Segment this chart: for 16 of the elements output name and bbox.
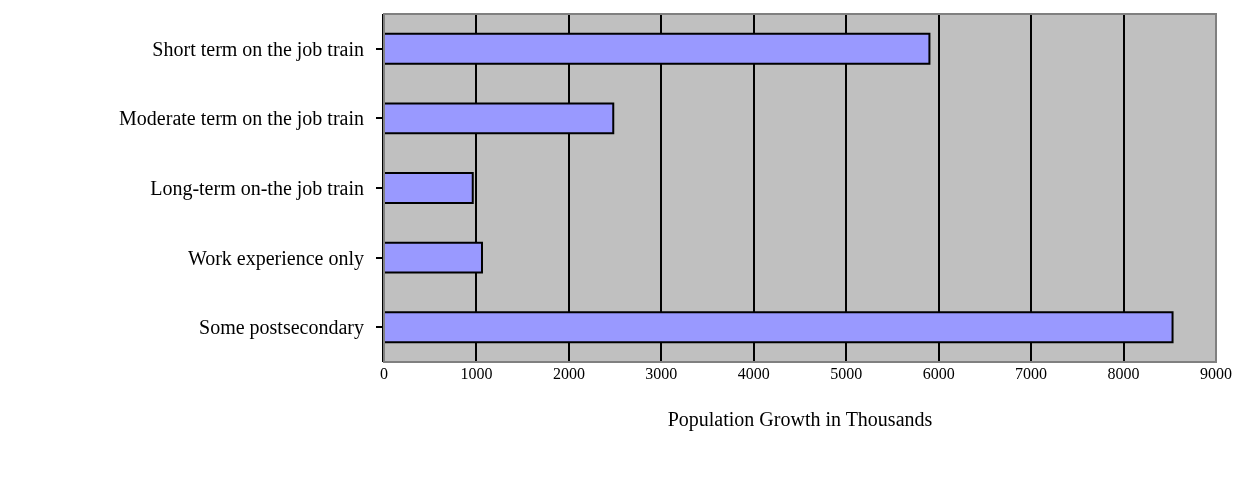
- x-axis-title: Population Growth in Thousands: [667, 407, 933, 431]
- x-tick-label: 1000: [460, 365, 493, 382]
- y-tick-label: Moderate term on the job train: [119, 107, 364, 131]
- x-tick-label: 8000: [1107, 365, 1140, 382]
- x-tick-label: 0: [380, 365, 388, 382]
- x-tick-label: 4000: [737, 365, 770, 382]
- y-tick-label: Some postsecondary: [199, 316, 364, 340]
- y-tick-label: Short term on the job train: [152, 37, 364, 61]
- x-tick-label: 5000: [830, 365, 863, 382]
- x-tick-label: 3000: [645, 365, 678, 382]
- x-tick-label: 9000: [1200, 365, 1232, 382]
- x-tick-label: 2000: [552, 365, 585, 382]
- y-tick-label: Long-term on-the job train: [150, 177, 364, 200]
- x-tick-label: 7000: [1015, 365, 1048, 382]
- x-tick-label: 6000: [922, 365, 955, 382]
- y-tick-label: Work experience only: [187, 246, 364, 270]
